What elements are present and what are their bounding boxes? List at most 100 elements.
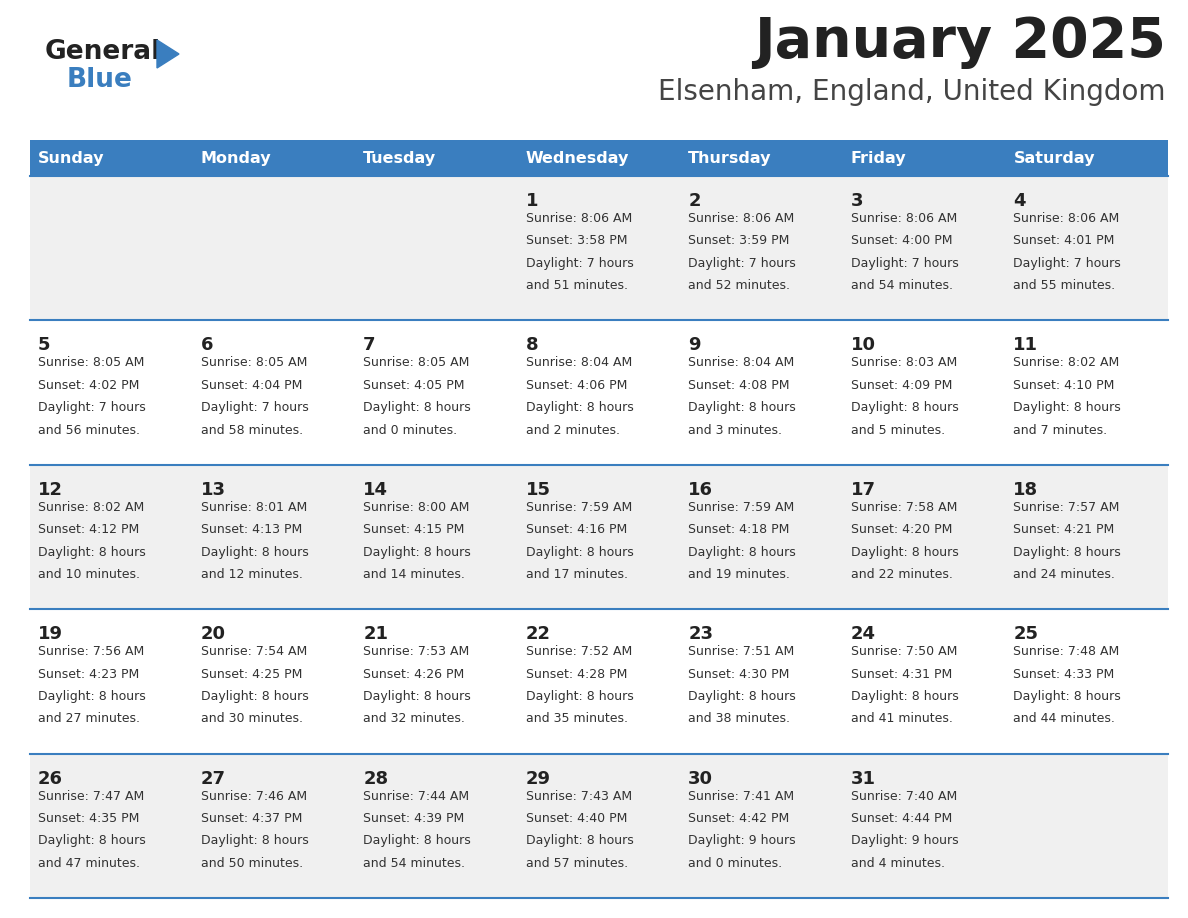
Text: Daylight: 8 hours: Daylight: 8 hours	[364, 545, 470, 558]
Text: 27: 27	[201, 769, 226, 788]
Text: and 4 minutes.: and 4 minutes.	[851, 856, 944, 869]
Text: and 54 minutes.: and 54 minutes.	[364, 856, 466, 869]
Text: Sunrise: 7:50 AM: Sunrise: 7:50 AM	[851, 645, 958, 658]
Text: and 56 minutes.: and 56 minutes.	[38, 423, 140, 437]
Text: Tuesday: Tuesday	[364, 151, 436, 165]
Text: Sunset: 4:02 PM: Sunset: 4:02 PM	[38, 379, 139, 392]
Text: 9: 9	[688, 336, 701, 354]
Text: 12: 12	[38, 481, 63, 498]
Text: Sunrise: 7:43 AM: Sunrise: 7:43 AM	[526, 789, 632, 802]
Bar	[192, 140, 355, 176]
Text: Elsenham, England, United Kingdom: Elsenham, England, United Kingdom	[658, 78, 1165, 106]
Text: Sunrise: 8:05 AM: Sunrise: 8:05 AM	[364, 356, 469, 369]
Text: 25: 25	[1013, 625, 1038, 644]
Text: Daylight: 8 hours: Daylight: 8 hours	[364, 690, 470, 703]
Text: 10: 10	[851, 336, 876, 354]
Text: Sunset: 4:18 PM: Sunset: 4:18 PM	[688, 523, 790, 536]
Polygon shape	[157, 40, 179, 68]
Text: and 14 minutes.: and 14 minutes.	[364, 568, 465, 581]
Text: Sunrise: 8:04 AM: Sunrise: 8:04 AM	[526, 356, 632, 369]
Text: Sunset: 4:21 PM: Sunset: 4:21 PM	[1013, 523, 1114, 536]
Text: 22: 22	[526, 625, 551, 644]
Text: Sunset: 4:00 PM: Sunset: 4:00 PM	[851, 234, 953, 247]
Text: Sunrise: 8:04 AM: Sunrise: 8:04 AM	[688, 356, 795, 369]
Text: Sunrise: 8:06 AM: Sunrise: 8:06 AM	[688, 212, 795, 225]
Text: Daylight: 8 hours: Daylight: 8 hours	[38, 834, 146, 847]
Text: Daylight: 8 hours: Daylight: 8 hours	[201, 690, 309, 703]
Bar	[30, 320, 1168, 465]
Text: Sunrise: 8:06 AM: Sunrise: 8:06 AM	[851, 212, 958, 225]
Text: Sunset: 4:20 PM: Sunset: 4:20 PM	[851, 523, 953, 536]
Bar	[355, 140, 518, 176]
Text: Wednesday: Wednesday	[526, 151, 630, 165]
Text: Sunset: 3:58 PM: Sunset: 3:58 PM	[526, 234, 627, 247]
Text: Blue: Blue	[67, 67, 133, 93]
Text: Daylight: 8 hours: Daylight: 8 hours	[688, 545, 796, 558]
Text: Sunrise: 8:05 AM: Sunrise: 8:05 AM	[201, 356, 307, 369]
Text: Sunset: 4:04 PM: Sunset: 4:04 PM	[201, 379, 302, 392]
Text: Sunset: 4:25 PM: Sunset: 4:25 PM	[201, 667, 302, 680]
Text: Sunrise: 7:51 AM: Sunrise: 7:51 AM	[688, 645, 795, 658]
Text: January 2025: January 2025	[754, 15, 1165, 69]
Text: and 54 minutes.: and 54 minutes.	[851, 279, 953, 292]
Text: and 12 minutes.: and 12 minutes.	[201, 568, 303, 581]
Text: Sunset: 4:08 PM: Sunset: 4:08 PM	[688, 379, 790, 392]
Text: Daylight: 8 hours: Daylight: 8 hours	[1013, 401, 1121, 414]
Text: Sunrise: 7:53 AM: Sunrise: 7:53 AM	[364, 645, 469, 658]
Text: Sunrise: 7:41 AM: Sunrise: 7:41 AM	[688, 789, 795, 802]
Text: and 24 minutes.: and 24 minutes.	[1013, 568, 1116, 581]
Text: 30: 30	[688, 769, 713, 788]
Text: and 30 minutes.: and 30 minutes.	[201, 712, 303, 725]
Text: Sunrise: 8:02 AM: Sunrise: 8:02 AM	[38, 501, 144, 514]
Text: Sunset: 4:33 PM: Sunset: 4:33 PM	[1013, 667, 1114, 680]
Text: Sunset: 4:12 PM: Sunset: 4:12 PM	[38, 523, 139, 536]
Text: Sunrise: 7:46 AM: Sunrise: 7:46 AM	[201, 789, 307, 802]
Text: and 27 minutes.: and 27 minutes.	[38, 712, 140, 725]
Bar	[30, 754, 1168, 898]
Text: Sunset: 3:59 PM: Sunset: 3:59 PM	[688, 234, 790, 247]
Text: Sunset: 4:10 PM: Sunset: 4:10 PM	[1013, 379, 1114, 392]
Text: Friday: Friday	[851, 151, 906, 165]
Text: 11: 11	[1013, 336, 1038, 354]
Text: Sunrise: 7:47 AM: Sunrise: 7:47 AM	[38, 789, 144, 802]
Bar	[30, 140, 192, 176]
Bar	[30, 176, 1168, 320]
Text: and 35 minutes.: and 35 minutes.	[526, 712, 627, 725]
Text: and 55 minutes.: and 55 minutes.	[1013, 279, 1116, 292]
Text: Thursday: Thursday	[688, 151, 772, 165]
Bar	[30, 465, 1168, 610]
Text: Sunset: 4:35 PM: Sunset: 4:35 PM	[38, 812, 139, 825]
Text: Sunset: 4:05 PM: Sunset: 4:05 PM	[364, 379, 465, 392]
Text: and 10 minutes.: and 10 minutes.	[38, 568, 140, 581]
Text: 23: 23	[688, 625, 713, 644]
Text: and 52 minutes.: and 52 minutes.	[688, 279, 790, 292]
Text: Sunset: 4:42 PM: Sunset: 4:42 PM	[688, 812, 790, 825]
Text: Sunset: 4:37 PM: Sunset: 4:37 PM	[201, 812, 302, 825]
Text: and 0 minutes.: and 0 minutes.	[364, 423, 457, 437]
Text: Daylight: 8 hours: Daylight: 8 hours	[201, 545, 309, 558]
Text: Sunrise: 7:52 AM: Sunrise: 7:52 AM	[526, 645, 632, 658]
Text: Daylight: 8 hours: Daylight: 8 hours	[526, 834, 633, 847]
Bar	[30, 610, 1168, 754]
Text: 29: 29	[526, 769, 551, 788]
Text: Sunrise: 7:54 AM: Sunrise: 7:54 AM	[201, 645, 307, 658]
Text: Daylight: 9 hours: Daylight: 9 hours	[688, 834, 796, 847]
Text: Monday: Monday	[201, 151, 271, 165]
Text: 17: 17	[851, 481, 876, 498]
Text: Daylight: 8 hours: Daylight: 8 hours	[1013, 690, 1121, 703]
Text: Daylight: 8 hours: Daylight: 8 hours	[38, 690, 146, 703]
Text: and 32 minutes.: and 32 minutes.	[364, 712, 465, 725]
Text: and 50 minutes.: and 50 minutes.	[201, 856, 303, 869]
Text: and 19 minutes.: and 19 minutes.	[688, 568, 790, 581]
Text: Sunset: 4:30 PM: Sunset: 4:30 PM	[688, 667, 790, 680]
Text: Sunset: 4:28 PM: Sunset: 4:28 PM	[526, 667, 627, 680]
Text: Daylight: 8 hours: Daylight: 8 hours	[1013, 545, 1121, 558]
Text: 24: 24	[851, 625, 876, 644]
Text: Daylight: 8 hours: Daylight: 8 hours	[688, 690, 796, 703]
Text: Sunset: 4:06 PM: Sunset: 4:06 PM	[526, 379, 627, 392]
Text: Daylight: 8 hours: Daylight: 8 hours	[38, 545, 146, 558]
Text: and 22 minutes.: and 22 minutes.	[851, 568, 953, 581]
Text: Sunrise: 8:06 AM: Sunrise: 8:06 AM	[1013, 212, 1119, 225]
Text: Sunrise: 7:48 AM: Sunrise: 7:48 AM	[1013, 645, 1119, 658]
Text: Sunrise: 7:59 AM: Sunrise: 7:59 AM	[688, 501, 795, 514]
